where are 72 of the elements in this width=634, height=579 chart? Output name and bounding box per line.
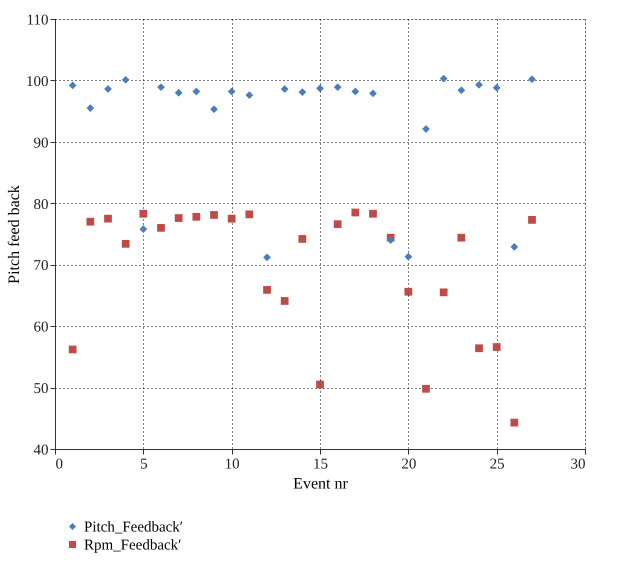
point (157, 83, 165, 92)
point (404, 288, 412, 296)
point (404, 252, 412, 261)
x-tick-label: 20 (401, 456, 416, 472)
y-tick-label: 60 (34, 320, 48, 336)
point (192, 212, 200, 221)
x-tick-label: 30 (570, 456, 586, 472)
point (210, 105, 218, 114)
point (510, 418, 518, 426)
point (298, 88, 306, 96)
y-tick-label: 40 (34, 442, 48, 458)
point (298, 235, 306, 243)
point (174, 214, 183, 222)
point (245, 210, 254, 218)
x-tick-label: 5 (140, 456, 148, 472)
point (245, 91, 254, 100)
point (68, 81, 77, 90)
point (457, 234, 466, 242)
x-axis-title: Event nr (293, 476, 348, 492)
point (369, 210, 377, 218)
point (86, 104, 94, 112)
point (528, 216, 536, 224)
point (263, 253, 271, 262)
x-tick-label: 0 (56, 456, 63, 472)
point (422, 125, 430, 133)
point (263, 286, 271, 294)
point (475, 80, 483, 89)
x-tick-label: 25 (490, 456, 505, 472)
point (316, 84, 324, 92)
point (492, 84, 501, 92)
point (104, 85, 112, 93)
x-tick-label: 10 (224, 456, 240, 472)
point (351, 88, 360, 96)
point (422, 384, 430, 393)
point (440, 288, 448, 296)
point (457, 86, 466, 94)
y-tick-label: 70 (34, 258, 48, 274)
point (386, 236, 395, 244)
point (210, 211, 218, 219)
point (280, 85, 289, 93)
y-tick-label: 110 (26, 12, 48, 28)
point (228, 214, 236, 223)
point (86, 218, 94, 226)
point (351, 208, 360, 216)
legend-label: Rpm_Feedback′ (84, 538, 182, 554)
point (510, 243, 518, 251)
point (528, 75, 536, 84)
point (369, 89, 377, 98)
legend-label: Pitch_Feedback′ (84, 520, 184, 536)
point (122, 76, 130, 84)
y-axis-title: Pitch feed back (6, 185, 23, 284)
y-tick-label: 80 (34, 196, 48, 213)
y-tick-label: 100 (26, 74, 48, 90)
point (440, 74, 448, 82)
y-tick-label: 50 (34, 381, 48, 398)
point (280, 297, 289, 305)
point (68, 346, 77, 354)
point (139, 225, 148, 233)
point (157, 224, 165, 232)
y-tick-label: 90 (34, 135, 48, 152)
point (492, 343, 501, 351)
point (334, 220, 342, 228)
point (192, 88, 200, 96)
point (316, 380, 324, 388)
point (104, 214, 112, 223)
point (139, 210, 148, 218)
point (475, 344, 483, 352)
point (122, 240, 130, 248)
x-tick-label: 15 (313, 456, 328, 472)
point (228, 88, 236, 96)
point (174, 88, 183, 97)
point (334, 83, 342, 92)
